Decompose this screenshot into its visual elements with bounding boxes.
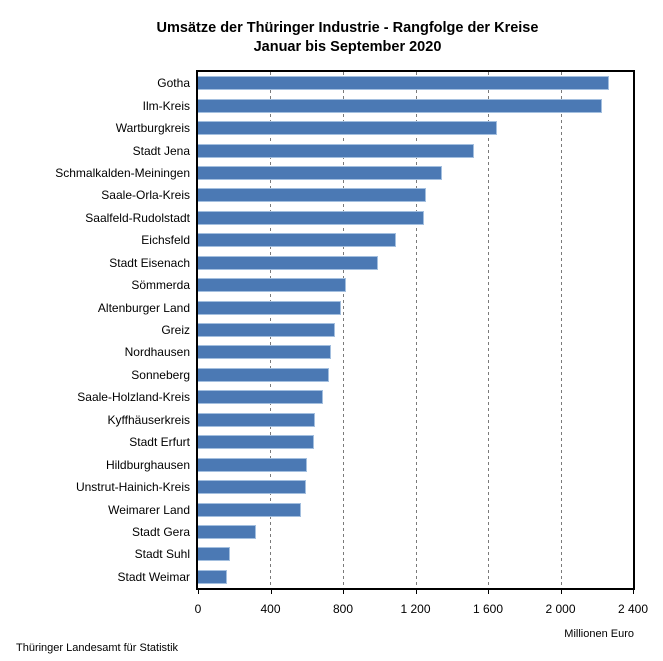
category-label: Greiz [161, 323, 190, 338]
category-label: Hildburghausen [105, 457, 190, 472]
x-tick [633, 590, 634, 594]
bar-row [198, 431, 633, 453]
bar [198, 143, 475, 158]
plot-area [196, 70, 635, 590]
bar-row [198, 364, 633, 386]
bar-row [198, 229, 633, 251]
x-tick-label: 800 [332, 602, 354, 616]
bar [198, 524, 256, 539]
bar-row [198, 274, 633, 296]
chart-title-line2: Januar bis September 2020 [253, 39, 442, 55]
x-tick [415, 590, 417, 594]
bar-row [198, 521, 633, 543]
bar-row [198, 296, 633, 318]
category-label: Wartburgkreis [115, 121, 190, 136]
bar-row [198, 453, 633, 475]
bar [198, 345, 332, 360]
bar [198, 165, 442, 180]
bar-row [198, 207, 633, 229]
category-label: Stadt Erfurt [129, 435, 190, 450]
bar-row [198, 498, 633, 520]
footer-source: Thüringer Landesamt für Statistik [16, 642, 179, 654]
plot-inner [198, 72, 633, 588]
category-label: Kyffhäuserkreis [107, 412, 190, 427]
category-label: Saale-Holzland-Kreis [77, 390, 190, 405]
bar [198, 188, 427, 203]
chart-title-line1: Umsätze der Thüringer Industrie - Rangfo… [156, 20, 539, 36]
bar [198, 390, 324, 405]
category-label: Altenburger Land [97, 300, 190, 315]
bar-row [198, 543, 633, 565]
category-label: Ilm-Kreis [142, 98, 190, 113]
x-tick [198, 590, 199, 594]
bar-row [198, 566, 633, 588]
bar-row [198, 341, 633, 363]
bar [198, 480, 307, 495]
bar-series [198, 72, 633, 588]
bar [198, 300, 342, 315]
x-tick [343, 590, 344, 594]
x-tick [488, 590, 489, 594]
category-label: Unstrut-Hainich-Kreis [75, 480, 190, 495]
bar-row [198, 72, 633, 94]
bar [198, 76, 610, 91]
gridline [560, 72, 562, 588]
bar [198, 98, 603, 113]
bar [198, 210, 424, 225]
bar-row [198, 94, 633, 116]
category-label: Stadt Gera [131, 524, 190, 539]
x-tick-label: 0 [194, 602, 202, 616]
gridline [415, 72, 417, 588]
bar [198, 502, 302, 517]
bar-row [198, 139, 633, 161]
x-tick-label: 1 200 [400, 602, 431, 616]
x-tick [270, 590, 272, 594]
gridline [342, 72, 344, 588]
x-tick-label: 2 000 [545, 602, 576, 616]
bar-row [198, 117, 633, 139]
chart-title: Umsätze der Thüringer Industrie - Rangfo… [32, 19, 663, 57]
x-tick-label: 400 [260, 602, 281, 616]
category-label: Stadt Suhl [134, 547, 190, 562]
category-label: Saale-Orla-Kreis [101, 188, 190, 203]
bar-row [198, 162, 633, 184]
category-label: Eichsfeld [141, 233, 190, 248]
category-label: Sömmerda [131, 278, 190, 293]
bar [198, 412, 315, 427]
x-tick-label: 1 600 [472, 602, 504, 616]
x-tick-label: 2 400 [617, 602, 649, 616]
bar [198, 457, 307, 472]
category-label: Schmalkalden-Meiningen [55, 165, 190, 180]
bar [198, 323, 335, 338]
bar-row [198, 252, 633, 274]
bar [198, 278, 346, 293]
bar [198, 367, 330, 382]
bar-row [198, 184, 633, 206]
bar-row [198, 409, 633, 431]
bar [198, 233, 396, 248]
bar [198, 121, 498, 136]
category-label: Stadt Weimar [117, 569, 190, 584]
category-label: Saalfeld-Rudolstadt [85, 210, 190, 225]
category-label: Nordhausen [124, 345, 190, 360]
x-tick [560, 590, 562, 594]
x-axis-unit-label: Millionen Euro [564, 628, 634, 640]
category-label: Gotha [157, 76, 190, 91]
bar-row [198, 386, 633, 408]
category-label: Sonneberg [131, 367, 190, 382]
bar [198, 435, 314, 450]
gridline [487, 72, 489, 588]
bar [198, 255, 379, 270]
category-label: Stadt Eisenach [109, 255, 190, 270]
bar-row [198, 319, 633, 341]
bar [198, 547, 230, 562]
bar-row [198, 476, 633, 498]
bar [198, 569, 227, 584]
category-axis: Gotha Ilm-Kreis Wartburgkreis Stadt Jena Sch… [0, 72, 190, 588]
category-label: Weimarer Land [108, 502, 190, 517]
category-label: Stadt Jena [132, 143, 190, 158]
